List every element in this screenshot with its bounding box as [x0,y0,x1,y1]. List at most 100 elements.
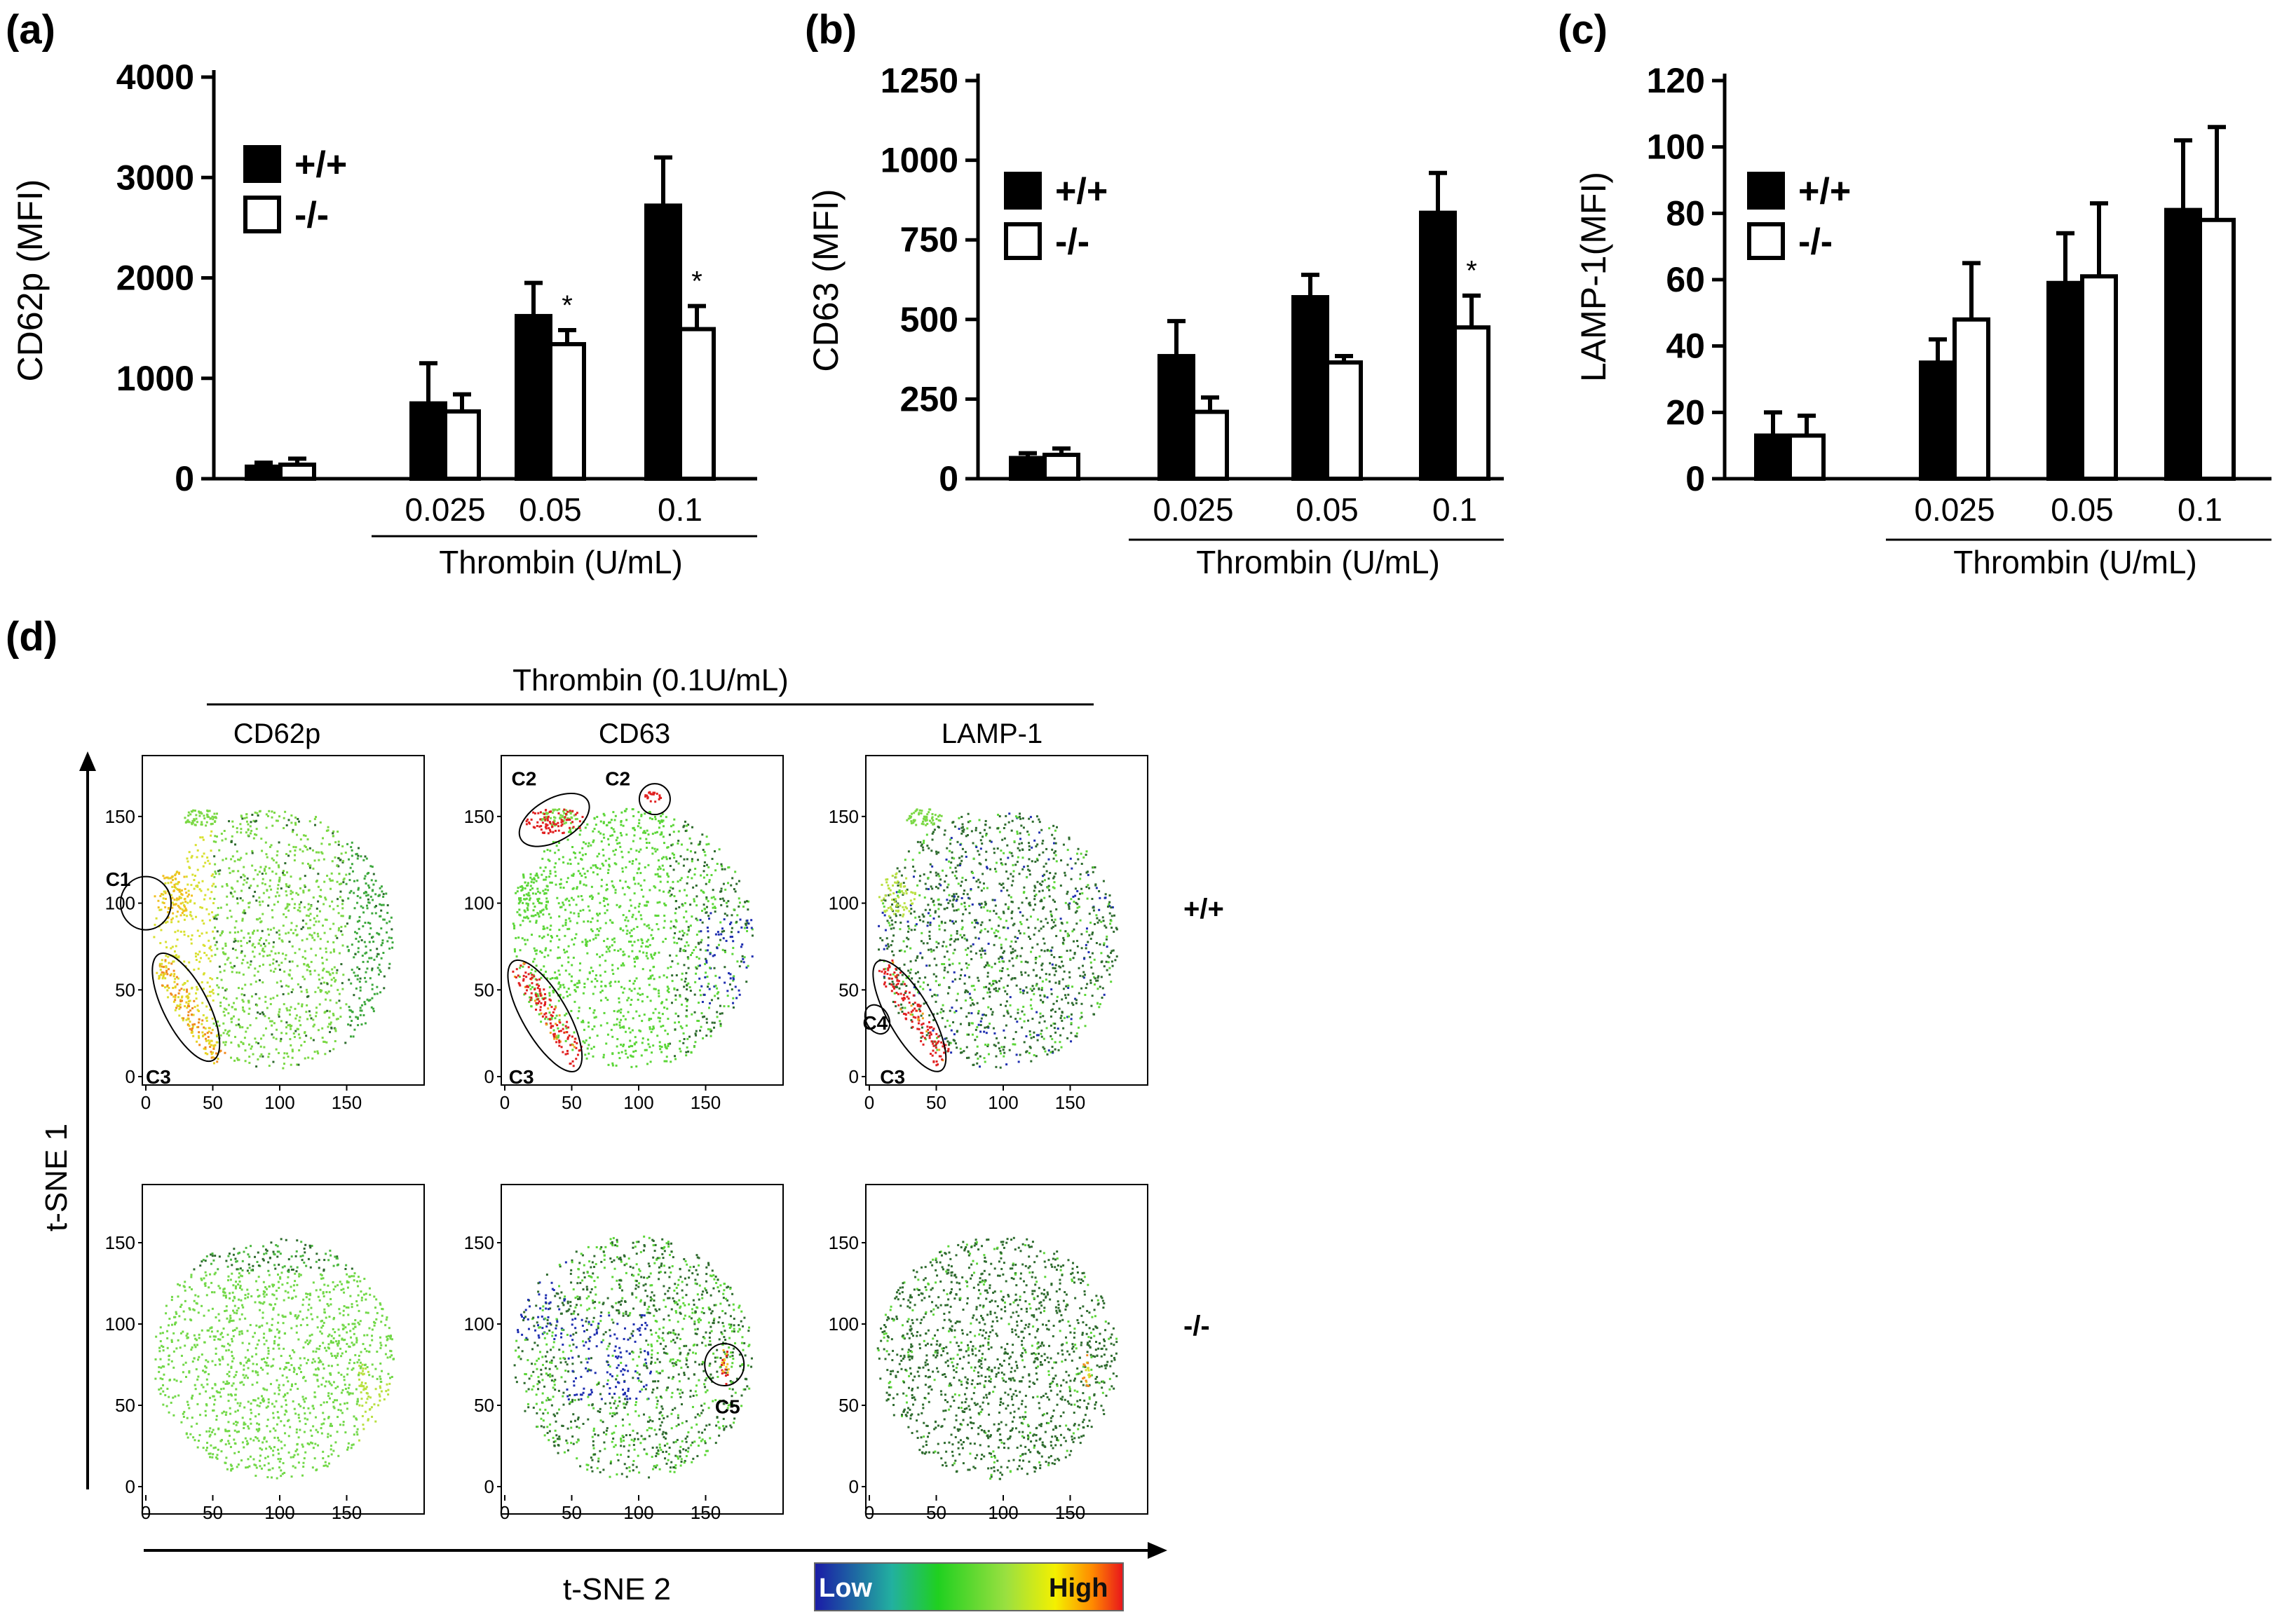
tsne-point [613,941,616,943]
tsne-point [175,1321,177,1324]
tsne-point [222,859,224,861]
tsne-point [714,850,716,853]
tsne-point [350,982,353,985]
tsne-point [255,1324,258,1327]
tsne-point [217,1338,220,1341]
tsne-point [173,883,176,886]
tsne-point [310,905,313,908]
tsne-point [618,1057,621,1060]
tsne-point [310,1037,313,1039]
tsne-point [591,897,594,900]
tsne-point [551,976,554,979]
tsne-point [290,1385,293,1388]
tsne-point [584,876,587,879]
tsne-point [175,897,178,900]
tsne-point [175,1347,178,1350]
tsne-point [705,882,707,885]
tsne-point [581,854,584,857]
tsne-point [332,1281,334,1283]
tsne-point [539,1006,542,1009]
tsne-point [697,859,700,861]
tsne-point [295,1372,298,1375]
tsne-point [215,941,218,943]
tsne-point [210,1039,213,1042]
tsne-point [344,851,347,854]
tsne-point [224,1443,227,1446]
tsne-point [222,947,224,950]
cluster-c1-outline [120,875,172,931]
tsne-point [259,1055,262,1058]
tsne-point [543,878,545,881]
tsne-point [262,981,264,984]
tsne-point [522,887,524,889]
tsne-point [619,1026,622,1029]
tsne-point [583,1042,586,1044]
tsne-point [175,871,178,874]
tsne-point [702,876,705,879]
tsne-point [203,814,205,817]
tsne-point [203,1277,205,1280]
tsne-point [689,954,692,957]
tsne-point [315,1289,318,1292]
tsne-point [215,917,218,920]
tsne-point [238,1026,241,1029]
tsne-point [515,976,517,979]
tsne-point [571,1049,574,1051]
tsne-point [191,1027,194,1030]
tsne-point [205,1404,208,1407]
tsne-point [206,815,209,818]
tsne-point [159,1340,162,1343]
tsne-point [345,1003,348,1006]
tsne-point [322,969,325,972]
tsne-point [684,830,687,833]
tsne-point [247,1367,250,1370]
tsne-point [609,919,611,922]
tsne-point [231,1319,233,1322]
tsne-point [558,915,561,918]
tsne-point [217,1058,219,1060]
tsne-point [344,1042,347,1044]
tsne-point [316,1326,319,1329]
tsne-point [346,1391,349,1393]
tsne-point [530,1005,533,1008]
tsne-point [549,872,552,875]
tsne-point [272,1036,275,1039]
tsne-point [385,1335,388,1338]
tsne-point [227,1255,230,1257]
tsne-point [742,906,745,908]
tsne-point [220,1332,223,1335]
tsne-point [551,812,554,814]
tsne-point [241,999,244,1002]
tsne-point [191,821,194,824]
tsne-point [535,964,538,967]
tsne-point [173,1316,176,1318]
tsne-point [257,942,260,945]
tsne-point [745,922,747,925]
tsne-point [184,907,187,910]
tsne-point [320,1326,323,1329]
tsne-point [651,833,654,835]
tsne-point [161,901,164,904]
tsne-point [292,845,295,848]
tsne-point [562,810,565,812]
tsne-point [707,936,709,939]
tsne-point [520,885,523,887]
tsne-point [328,878,331,880]
tsne-point [287,932,290,934]
tsne-point [372,899,374,901]
tsne-point [201,1002,204,1004]
tsne-point [314,1368,317,1371]
tsne-point [268,1328,271,1331]
tsne-point [193,999,196,1002]
tsne-point [389,1356,392,1358]
tsne-point [193,874,196,877]
tsne-point [321,1037,324,1039]
tsne-point [550,934,552,937]
tsne-point [577,895,580,898]
tsne-point [279,1039,282,1042]
tsne-point [205,1414,208,1417]
tsne-point [213,1339,216,1342]
tsne-point [365,882,367,885]
tsne-point [380,909,383,912]
tsne-point [578,1049,581,1051]
